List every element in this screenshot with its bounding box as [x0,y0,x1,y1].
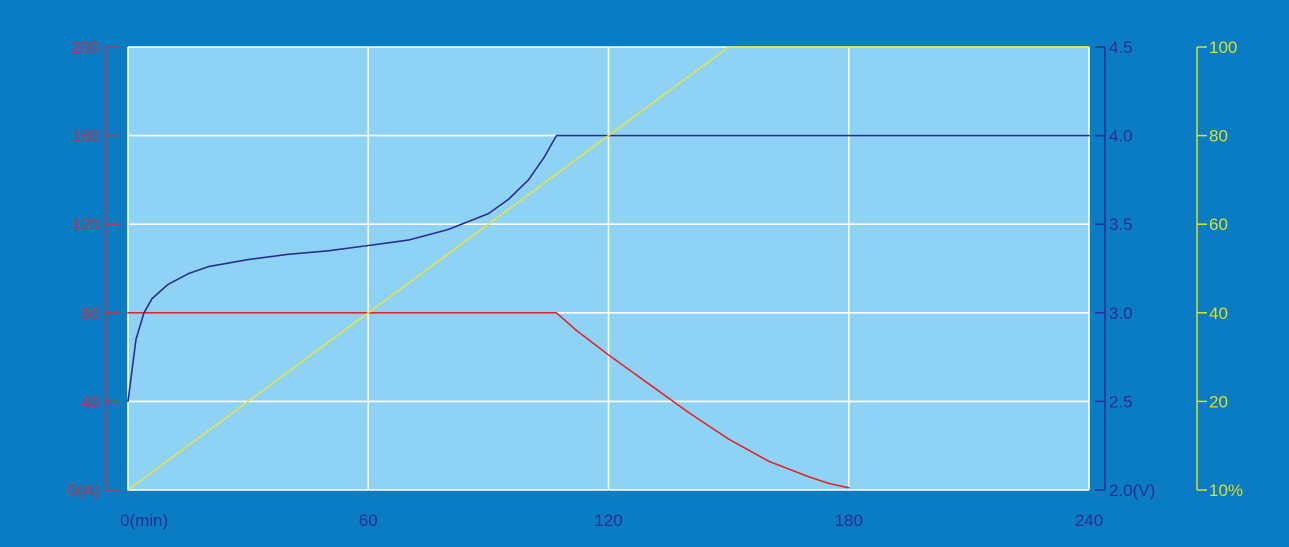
voltage-axis-label-2: 3.0 [1109,304,1133,323]
percent-axis-label-1: 20 [1209,392,1228,411]
voltage-axis-label-4: 4.0 [1109,127,1133,146]
percent-axis-label-2: 40 [1209,304,1228,323]
percent-axis-label-5: 100 [1209,38,1237,57]
voltage-axis-label-1: 2.5 [1109,392,1133,411]
left-axis-label-3: 120 [72,215,100,234]
left-axis-label-0: 0(A) [68,481,100,500]
percent-axis-label-0: 10% [1209,481,1243,500]
x-axis-label-1: 60 [359,511,378,530]
series-line-1 [127,134,1090,403]
x-axis-label-0: 0(min) [120,511,168,530]
voltage-axis-label-0: 2.0(V) [1109,481,1155,500]
tick-labels: 0(A) 40 80 120 160 200 2.0(V) 2.5 3.0 3.5 4.0 4.5 10… [68,38,1243,530]
percent-axis-label-4: 80 [1209,127,1228,146]
voltage-axis-label-3: 3.5 [1109,215,1133,234]
x-axis-label-4: 240 [1075,511,1103,530]
voltage-axis-label-5: 4.5 [1109,38,1133,57]
axes [105,46,1207,491]
series-line-2 [127,46,1090,491]
x-axis-label-3: 180 [835,511,863,530]
series-lines [127,46,1090,491]
percent-axis-label-3: 60 [1209,215,1228,234]
x-axis-label-2: 120 [594,511,622,530]
series-line-0 [127,312,850,489]
left-axis-label-5: 200 [72,38,100,57]
left-axis-label-1: 40 [81,392,100,411]
left-axis-label-2: 80 [81,304,100,323]
left-axis-label-4: 160 [72,127,100,146]
